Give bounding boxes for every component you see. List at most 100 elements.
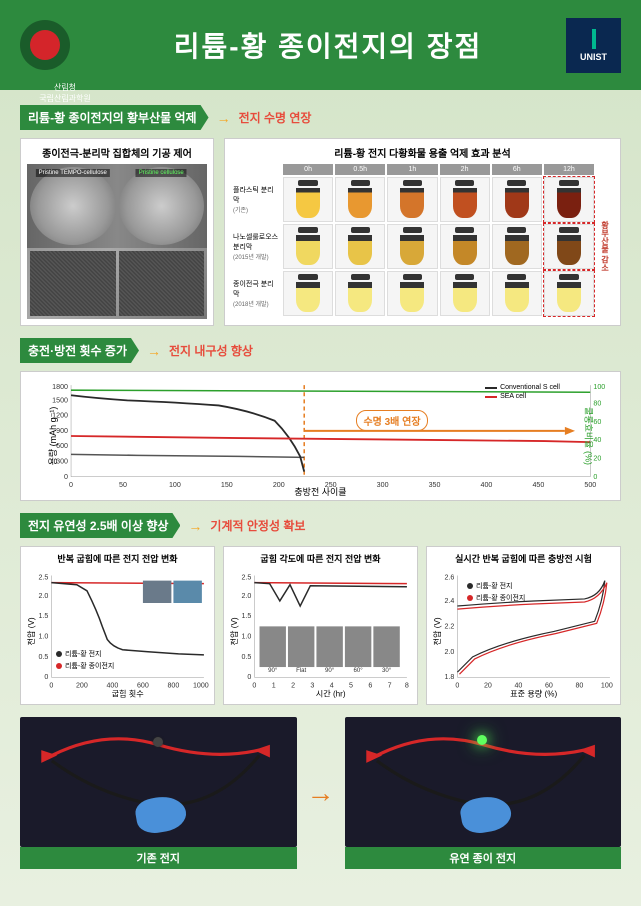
photo-right-caption: 유연 종이 전지 (345, 847, 622, 869)
section-1-panels: 종이전극-분리막 집합체의 기공 제어 Pristine TEMPO-cellu… (20, 138, 621, 326)
svg-text:1.5: 1.5 (241, 612, 251, 620)
flex-b-title: 굽힘 각도에 따른 전지 전압 변화 (229, 552, 412, 565)
svg-text:400: 400 (481, 481, 493, 489)
svg-text:5: 5 (349, 681, 353, 689)
svg-text:2.5: 2.5 (241, 574, 251, 582)
photo-flexible (345, 717, 622, 847)
left-org-line2: 국립산림과학원 (30, 93, 100, 104)
flex-panels: 반복 굽힘에 따른 전지 전압 변화 00.51.01.52.02.5 0200… (20, 546, 621, 705)
cycle-chart: 용량 (mAh g⁻¹) 쿨롱효비율 (%) 충방전 사이클 030060090… (20, 371, 621, 501)
photo-left-wrap: 기존 전지 (20, 717, 297, 869)
svg-text:0: 0 (247, 673, 251, 681)
svg-text:2: 2 (291, 681, 295, 689)
svg-text:200: 200 (76, 681, 88, 689)
svg-text:1800: 1800 (52, 383, 68, 391)
photo-left-caption: 기존 전지 (20, 847, 297, 869)
legend-item: 리튬-황 전지 (56, 649, 114, 659)
big-arrow-icon: → (307, 777, 335, 809)
sem-textures (27, 248, 207, 319)
flex-panel-b: 굽힘 각도에 따른 전지 전압 변화 00.51.01.52.02.5 0123… (223, 546, 418, 705)
svg-text:60°: 60° (354, 667, 364, 674)
section-2-badge: 충전·방전 횟수 증가 (20, 338, 139, 363)
flex-a-legend: 리튬-황 전지 리튬-황 종이전지 (56, 649, 114, 671)
vial (544, 224, 594, 269)
flex-a-chart: 00.51.01.52.02.5 02004006008001000 굽힘 횟수… (26, 569, 209, 699)
section-2-result: 전지 내구성 향상 (169, 342, 253, 359)
vial (387, 177, 437, 222)
legend-mark (485, 387, 497, 389)
legend-item: Conventional S cell (485, 384, 560, 391)
svg-text:1.0: 1.0 (38, 633, 48, 641)
svg-text:30°: 30° (382, 667, 392, 674)
time-h-4: 6h (492, 164, 542, 175)
legend-item: SEA cell (485, 393, 560, 400)
vial (283, 271, 333, 316)
svg-text:350: 350 (429, 481, 441, 489)
section-1-header: 리튬-황 종이전지의 황부산물 억제 → 전지 수명 연장 (20, 105, 621, 130)
y-axis-label: 용량 (mAh g⁻¹) (46, 407, 59, 466)
section-2-header: 충전·방전 횟수 증가 → 전지 내구성 향상 (20, 338, 621, 363)
svg-text:2.5: 2.5 (38, 574, 48, 582)
legend-item: 리튬-황 전지 (467, 581, 525, 591)
svg-text:2.6: 2.6 (444, 574, 454, 582)
vial (387, 224, 437, 269)
section-2: 충전·방전 횟수 증가 → 전지 내구성 향상 용량 (mAh g⁻¹) 쿨롱효… (20, 338, 621, 501)
section-1-result: 전지 수명 연장 (239, 109, 312, 126)
left-org-line1: 산림청 (30, 82, 100, 93)
svg-text:450: 450 (532, 481, 544, 489)
svg-text:0: 0 (455, 681, 459, 689)
svg-text:2.0: 2.0 (241, 592, 251, 600)
svg-text:2.0: 2.0 (444, 648, 454, 656)
section-3-result: 기계적 안정성 확보 (210, 517, 305, 534)
vial-panel: 리튬-황 전지 다황화물 용출 억제 효과 분석 0h 0.5h 1h 2h 6… (224, 138, 621, 326)
flex-c-title: 실시간 반복 굽힘에 따른 충방전 시험 (432, 552, 615, 565)
flex-panel-c: 실시간 반복 굽힘에 따른 충방전 시험 1.82.02.22.42.6 020… (426, 546, 621, 705)
texture-1 (30, 251, 116, 316)
svg-text:60: 60 (545, 681, 553, 689)
photo-conventional (20, 717, 297, 847)
vial (440, 224, 490, 269)
poster-title: 리튬-황 종이전지의 장점 (90, 25, 566, 65)
svg-text:0: 0 (49, 681, 53, 689)
flex-a-xlabel: 굽힘 횟수 (112, 689, 145, 699)
disc-1-label: Pristine TEMPO-cellulose (36, 169, 110, 177)
disc-1: Pristine TEMPO-cellulose (30, 167, 116, 245)
row-label-1: 나노셀룰로오스 분리막(2015년 개발) (231, 224, 281, 269)
forest-service-logo (20, 20, 70, 70)
svg-text:40: 40 (514, 681, 522, 689)
x-axis-label: 충방전 사이클 (294, 485, 346, 498)
lifespan-annotation: 수명 3배 연장 (356, 410, 427, 431)
svg-text:시간 (hr): 시간 (hr) (316, 689, 346, 699)
svg-text:2.2: 2.2 (444, 622, 454, 630)
unist-logo: UNIST (566, 18, 621, 73)
section-3-badge: 전지 유연성 2.5배 이상 향상 (20, 513, 180, 538)
vial (544, 177, 594, 222)
photo-right-wrap: 유연 종이 전지 (345, 717, 622, 869)
flex-panel-a: 반복 굽힘에 따른 전지 전압 변화 00.51.01.52.02.5 0200… (20, 546, 215, 705)
svg-text:20: 20 (484, 681, 492, 689)
svg-text:80: 80 (575, 681, 583, 689)
svg-text:0.5: 0.5 (38, 653, 48, 661)
svg-text:800: 800 (167, 681, 179, 689)
side-label: 황부산물 감소 (596, 177, 614, 316)
svg-text:0: 0 (44, 673, 48, 681)
vial (492, 271, 542, 316)
svg-text:150: 150 (221, 481, 233, 489)
content-area: 리튬-황 종이전지의 황부산물 억제 → 전지 수명 연장 종이전극-분리막 집… (0, 90, 641, 884)
time-h-2: 1h (387, 164, 437, 175)
svg-text:100: 100 (601, 681, 613, 689)
svg-text:7: 7 (388, 681, 392, 689)
disc-2: Pristine cellulose (119, 167, 205, 245)
left-org-text: 산림청 국립산림과학원 (30, 82, 100, 104)
svg-text:2.0: 2.0 (38, 592, 48, 600)
flex-b-chart: 00.51.01.52.02.5 012345678 시간 (hr) 전압 (V… (229, 569, 412, 699)
svg-text:90°: 90° (268, 667, 278, 674)
svg-text:0.5: 0.5 (241, 653, 251, 661)
svg-text:500: 500 (584, 481, 596, 489)
section-1: 리튬-황 종이전지의 황부산물 억제 → 전지 수명 연장 종이전극-분리막 집… (20, 105, 621, 326)
vial (492, 224, 542, 269)
svg-text:전압 (V): 전압 (V) (432, 617, 442, 645)
y2-axis-label: 쿨롱효비율 (%) (583, 407, 596, 465)
svg-text:4: 4 (330, 681, 334, 689)
legend-item: 리튬-황 종이전지 (56, 661, 114, 671)
